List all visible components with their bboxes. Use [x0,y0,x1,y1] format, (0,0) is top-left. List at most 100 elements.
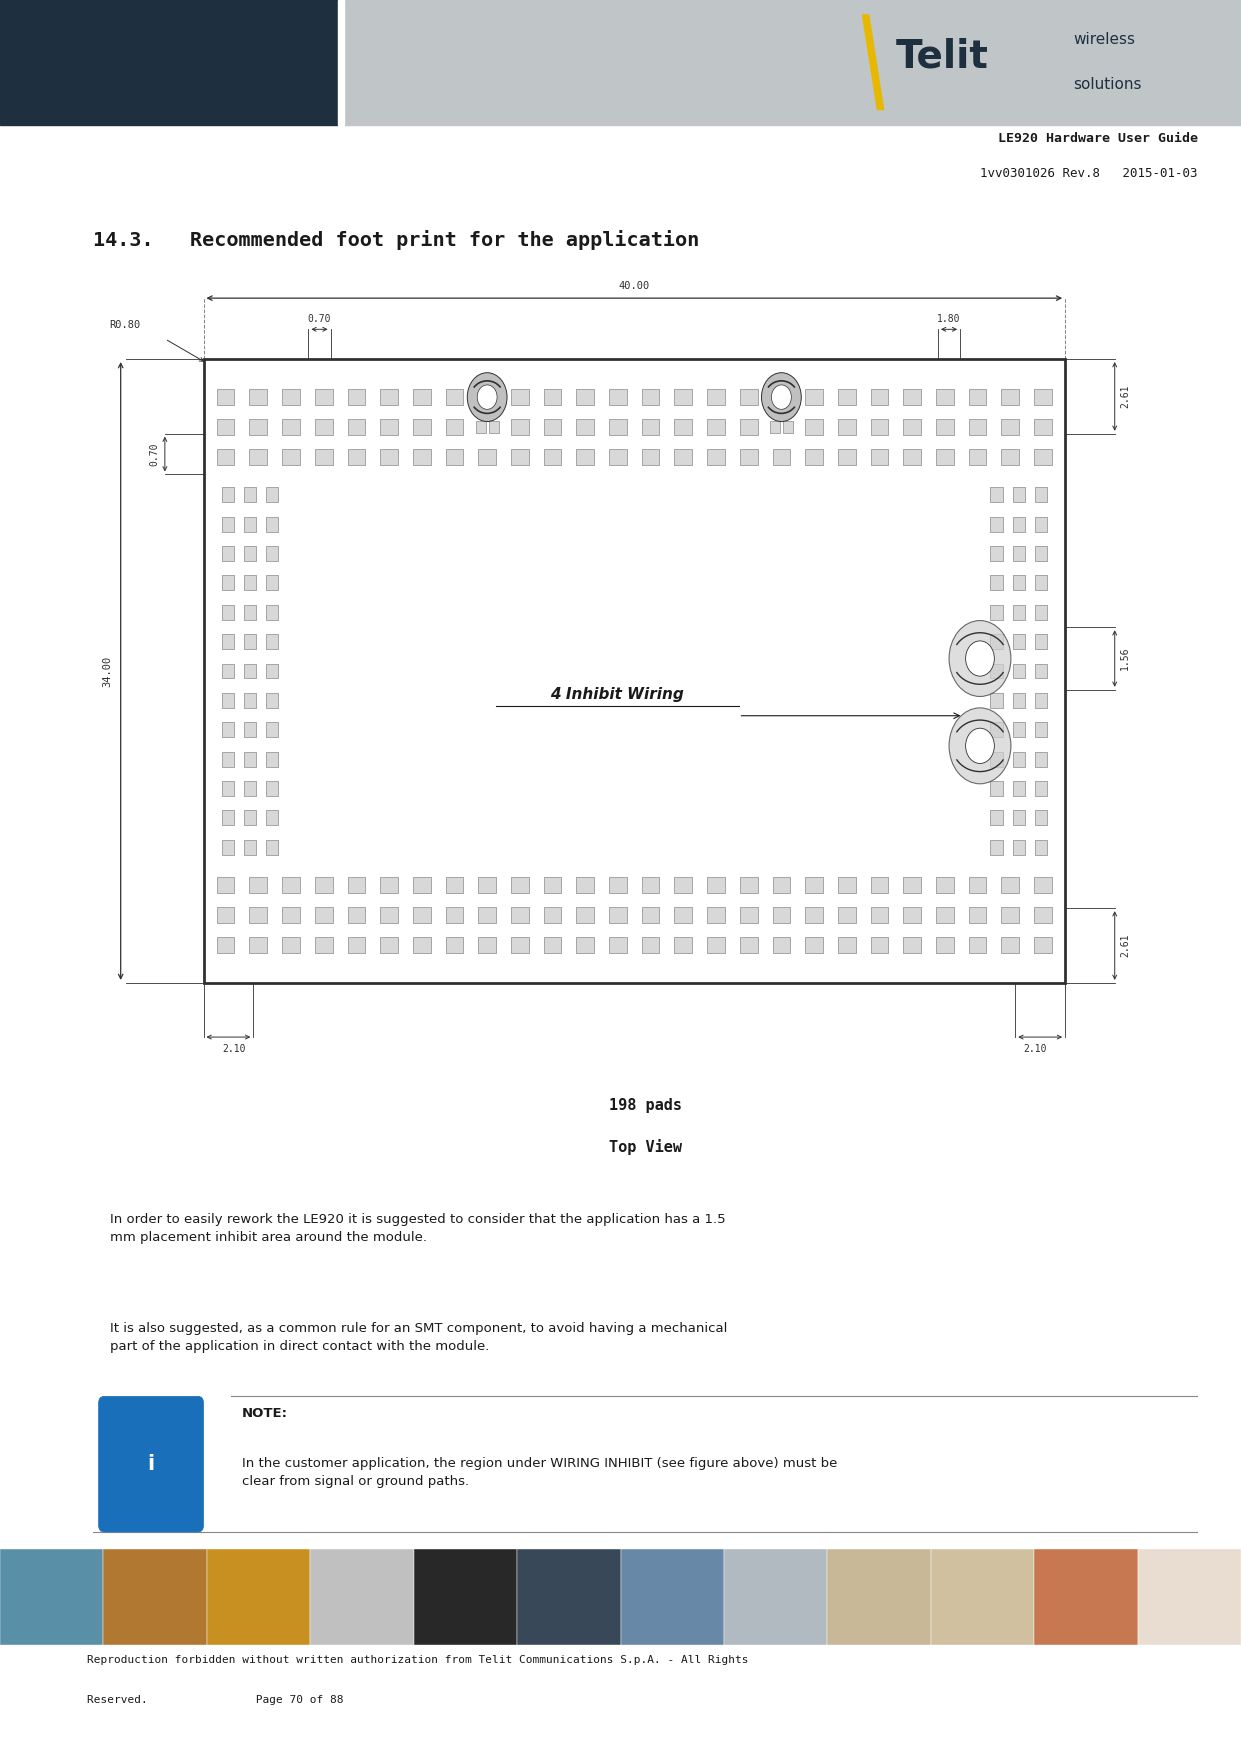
Bar [413,907,431,923]
Circle shape [468,372,508,421]
Bar [338,0,344,125]
Bar [380,907,398,923]
Bar [1013,545,1025,561]
Bar [805,389,823,405]
Bar [871,907,889,923]
Bar [936,389,953,405]
Text: 1.80: 1.80 [937,314,961,324]
Bar [1138,1549,1241,1645]
Bar [222,488,233,502]
Bar [1035,781,1047,796]
Bar [243,781,256,796]
Bar [544,449,561,465]
Bar [990,723,1003,737]
Bar [511,449,529,465]
Bar [871,449,889,465]
Bar [1035,840,1047,854]
Bar [990,693,1003,709]
Bar [724,1549,828,1645]
Bar [249,907,267,923]
Bar [0,0,338,125]
Bar [310,1549,413,1645]
Bar [642,907,659,923]
Bar [446,419,463,435]
Bar [740,449,757,465]
Bar [1013,693,1025,709]
Bar [517,1549,620,1645]
Bar [990,575,1003,591]
Bar [266,488,278,502]
Text: 14.3.   Recommended foot print for the application: 14.3. Recommended foot print for the app… [93,230,700,251]
Text: solutions: solutions [1073,77,1142,93]
Bar [838,419,855,435]
Bar [1035,810,1047,826]
Bar [266,545,278,561]
Bar [1013,752,1025,766]
Bar [871,877,889,893]
Bar [576,389,594,405]
Bar [222,605,233,619]
Bar [266,575,278,591]
Bar [936,419,953,435]
Circle shape [965,640,994,675]
Bar [1001,937,1019,952]
Bar [511,877,529,893]
Bar [1013,605,1025,619]
Bar [347,937,365,952]
Bar [249,449,267,465]
Bar [282,389,300,405]
Bar [1034,449,1052,465]
Circle shape [478,384,498,409]
Bar [740,907,757,923]
Bar [838,449,855,465]
Bar [1013,517,1025,531]
Bar [769,421,779,433]
Bar [674,389,692,405]
Bar [217,389,235,405]
Text: It is also suggested, as a common rule for an SMT component, to avoid having a m: It is also suggested, as a common rule f… [109,1323,727,1352]
Bar [576,419,594,435]
Bar [511,937,529,952]
Bar [576,937,594,952]
Bar [990,840,1003,854]
Text: Top View: Top View [609,1138,681,1154]
Bar [243,575,256,591]
Bar [1034,1549,1138,1645]
Bar [1001,877,1019,893]
Bar [707,877,725,893]
Bar [838,389,855,405]
Bar [576,877,594,893]
Bar [674,907,692,923]
Bar [871,419,889,435]
Bar [609,877,627,893]
Bar [207,1549,310,1645]
Bar [243,693,256,709]
Bar [1001,419,1019,435]
Bar [103,1549,207,1645]
Bar [282,907,300,923]
Bar [266,840,278,854]
Bar [266,752,278,766]
Bar [222,575,233,591]
Bar [446,937,463,952]
Bar [446,907,463,923]
Text: wireless: wireless [1073,32,1136,47]
Bar [1035,545,1047,561]
Bar [1013,663,1025,679]
Bar [315,937,333,952]
Bar [642,937,659,952]
Bar [266,517,278,531]
Bar [1035,605,1047,619]
Bar [969,937,987,952]
Bar [1035,517,1047,531]
Bar [511,389,529,405]
Text: 2.61: 2.61 [1121,933,1131,958]
Bar [266,723,278,737]
Bar [1035,488,1047,502]
Bar [413,877,431,893]
Bar [478,877,496,893]
Bar [475,421,485,433]
Bar [478,449,496,465]
Bar [969,449,987,465]
Bar [838,937,855,952]
